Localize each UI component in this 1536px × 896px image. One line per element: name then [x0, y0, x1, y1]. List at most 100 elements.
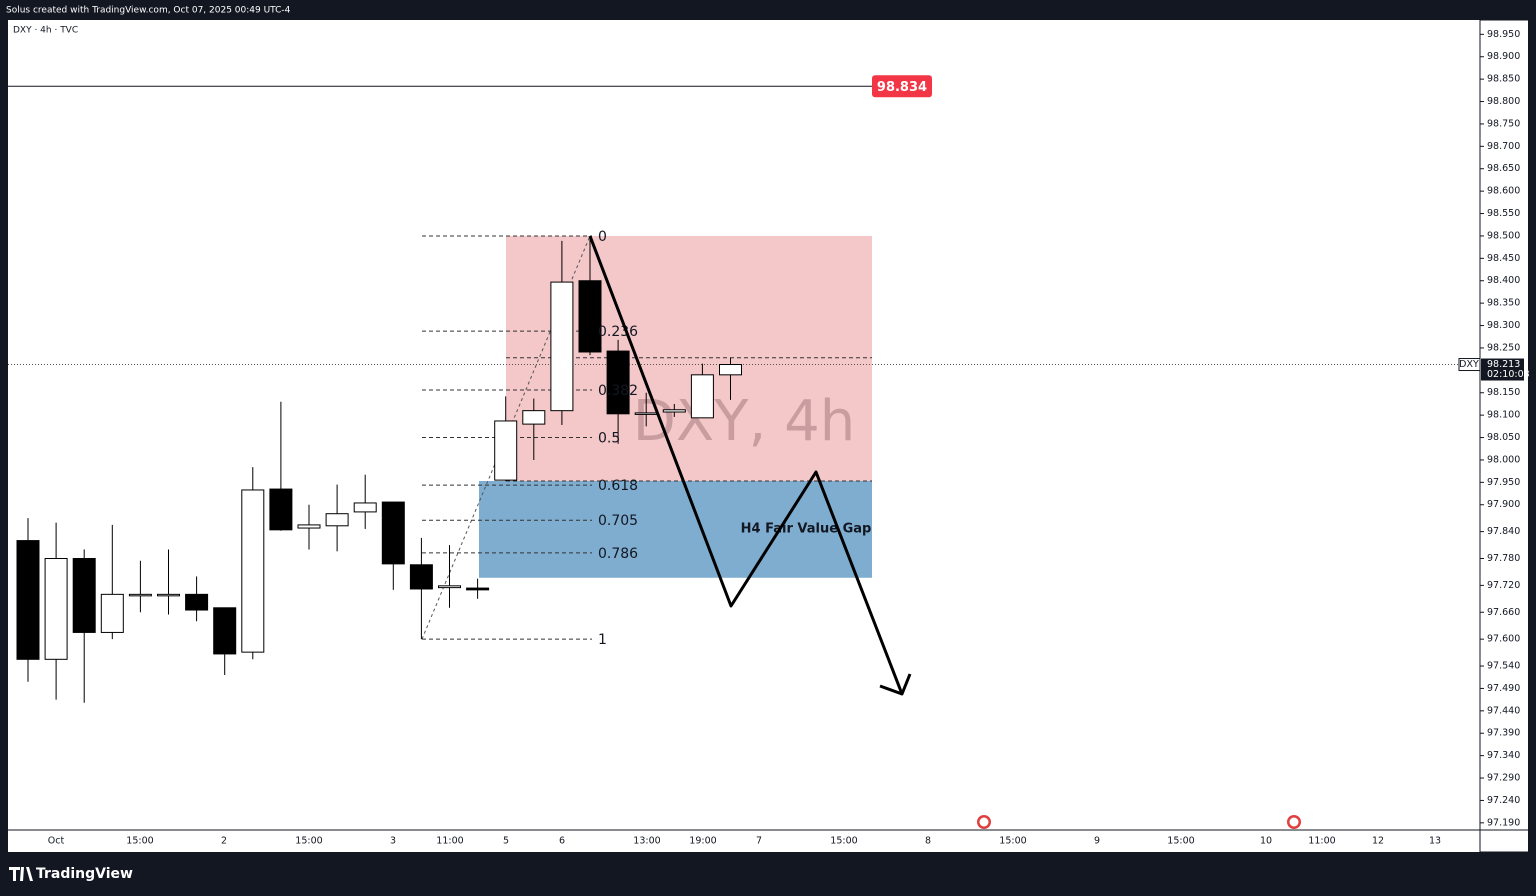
y-tick-label: 97.780: [1487, 553, 1520, 564]
last-symbol: DXY: [1459, 359, 1479, 370]
fib-level-label: 0: [598, 229, 607, 245]
left-border: [0, 20, 8, 852]
y-tick-label: 98.900: [1487, 51, 1520, 62]
x-tick-label: Oct: [48, 836, 65, 847]
y-tick-label: 97.240: [1487, 795, 1520, 806]
candle-body: [72, 558, 96, 633]
brand-logo: [9, 867, 33, 881]
last-price-bg: [1481, 358, 1524, 381]
y-tick-label: 98.450: [1487, 253, 1520, 264]
x-tick-label: 10: [1260, 836, 1272, 847]
y-tick-label: 98.050: [1487, 432, 1520, 443]
price-axis: [1479, 19, 1536, 853]
header-text: Solus created with TradingView.com, Oct …: [6, 6, 291, 16]
candle-body: [634, 412, 658, 415]
y-tick-label: 98.650: [1487, 163, 1520, 174]
y-tick-label: 98.950: [1487, 29, 1520, 40]
x-tick-label: 8: [925, 836, 931, 847]
level-label-bg: [872, 75, 932, 98]
y-tick-label: 97.840: [1487, 526, 1520, 537]
candle-body: [185, 593, 209, 611]
candle-body: [353, 502, 377, 513]
brand-name: TradingView: [36, 866, 133, 882]
x-tick-label: 15:00: [830, 836, 857, 847]
fvg-zone: [479, 481, 872, 578]
y-tick-label: 97.290: [1487, 773, 1520, 784]
y-tick-label: 98.000: [1487, 454, 1520, 465]
event-icon-inner: [1289, 817, 1299, 827]
x-tick-label: 13: [1429, 836, 1441, 847]
y-tick-label: 98.100: [1487, 410, 1520, 421]
x-tick-label: 15:00: [126, 836, 153, 847]
candle-body: [157, 593, 180, 597]
y-tick-label: 97.720: [1487, 580, 1520, 591]
candle-body: [241, 489, 265, 653]
y-tick-label: 98.600: [1487, 186, 1520, 197]
candle-body: [690, 374, 714, 419]
y-tick-label: 98.150: [1487, 387, 1520, 398]
level-label: 98.834: [877, 80, 927, 95]
symbol-info: DXY · 4h · TVC: [13, 26, 78, 36]
candle-body: [297, 524, 321, 529]
x-tick-label: 15:00: [999, 836, 1026, 847]
event-icon-inner: [979, 817, 989, 827]
y-tick-label: 97.950: [1487, 477, 1520, 488]
fib-level-label: 0.5: [598, 431, 620, 447]
x-tick-label: 2: [221, 836, 227, 847]
y-tick-label: 98.300: [1487, 320, 1520, 331]
footer-bar: [0, 852, 1536, 896]
x-tick-label: 7: [756, 836, 762, 847]
candle-body: [606, 350, 630, 415]
y-tick-label: 98.800: [1487, 96, 1520, 107]
candle-body: [662, 409, 686, 413]
y-tick-label: 98.700: [1487, 141, 1520, 152]
y-tick-label: 97.540: [1487, 661, 1520, 672]
last-price-label: 98.213: [1487, 359, 1520, 370]
candle-body: [438, 585, 461, 589]
y-tick-label: 97.600: [1487, 634, 1520, 645]
x-tick-label: 15:00: [295, 836, 322, 847]
countdown: 02:10:03: [1487, 369, 1530, 380]
x-tick-label: 5: [503, 836, 509, 847]
y-tick-label: 97.900: [1487, 499, 1520, 510]
fib-level-label: 0.236: [598, 324, 638, 340]
y-tick-label: 97.440: [1487, 705, 1520, 716]
x-tick-label: 12: [1372, 836, 1384, 847]
candle-body: [578, 280, 602, 353]
watermark: DXY, 4h: [633, 389, 855, 454]
projection-arrow: [588, 235, 912, 696]
y-tick-label: 97.490: [1487, 683, 1520, 694]
y-tick-label: 97.190: [1487, 817, 1520, 828]
y-tick-label: 97.660: [1487, 607, 1520, 618]
y-tick-label: 97.340: [1487, 750, 1520, 761]
x-tick-label: 13:00: [633, 836, 660, 847]
y-tick-label: 98.750: [1487, 118, 1520, 129]
x-tick-label: 9: [1094, 836, 1100, 847]
right-border: [1528, 20, 1536, 852]
y-tick-label: 98.350: [1487, 298, 1520, 309]
candle-body: [466, 587, 490, 591]
candle-body: [550, 281, 574, 412]
fib-level-label: 0.618: [598, 478, 638, 494]
candle-body: [44, 558, 68, 660]
candle-body: [16, 540, 40, 660]
fib-level-label: 0.786: [598, 546, 638, 562]
fvg-label: H4 Fair Value Gap: [741, 522, 872, 537]
y-tick-label: 98.250: [1487, 342, 1520, 353]
candle-body: [269, 488, 293, 531]
x-tick-label: 11:00: [436, 836, 463, 847]
fib-level-label: 0.705: [598, 513, 638, 529]
x-tick-label: 11:00: [1308, 836, 1335, 847]
y-tick-label: 98.500: [1487, 230, 1520, 241]
candle-body: [381, 501, 405, 565]
x-tick-label: 3: [390, 836, 396, 847]
fib-level-label: 0.382: [598, 383, 638, 399]
x-tick-label: 15:00: [1167, 836, 1194, 847]
candle-body: [522, 410, 546, 425]
candle-body: [213, 607, 237, 655]
y-tick-label: 98.550: [1487, 208, 1520, 219]
x-tick-label: 6: [559, 836, 565, 847]
candle-body: [100, 593, 124, 633]
y-tick-label: 98.400: [1487, 275, 1520, 286]
candle-body: [325, 513, 349, 527]
